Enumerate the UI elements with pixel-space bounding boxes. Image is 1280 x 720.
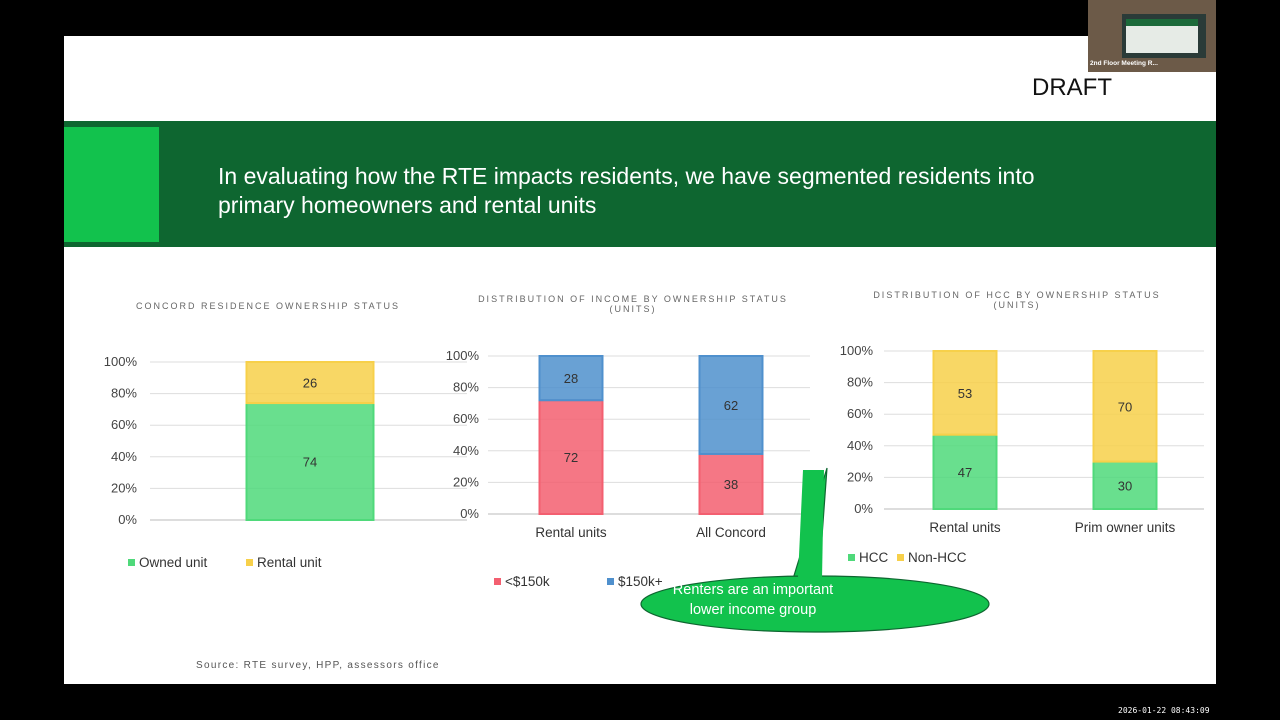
callout-text: Renters are an important lower income gr… [618,580,888,620]
chart-1-legend-swatch [246,559,253,566]
callout-line2: lower income group [689,602,817,618]
chart-1-y-tick: 60% [111,417,137,432]
chart-2-y-tick: 100% [446,348,480,363]
chart-1-legend-label: Owned unit [139,555,208,570]
chart-3-legend-swatch [848,554,855,561]
chart-3-y-tick: 60% [847,406,873,421]
chart-3-y-tick: 40% [847,438,873,453]
chart-2-y-tick: 80% [453,380,479,395]
room-label: 2nd Floor Meeting R... [1090,60,1158,67]
chart-1-y-tick: 0% [118,512,137,527]
chart-2-category-label: All Concord [696,525,766,540]
recording-timestamp: 2026-01-22 08:43:09 [1118,706,1210,715]
chart-2-legend-swatch [494,578,501,585]
chart-1-y-tick: 20% [111,480,137,495]
chart-3-y-tick: 0% [854,501,873,516]
chart-2-legend-label: $150k+ [618,574,663,589]
chart-3-category-label: Prim owner units [1075,520,1176,535]
chart-3-y-tick: 80% [847,375,873,390]
chart-2-y-tick: 60% [453,411,479,426]
chart-2-legend-swatch [607,578,614,585]
chart-3-legend-label: HCC [859,550,888,565]
chart-2-y-tick: 40% [453,443,479,458]
title-banner [64,121,1216,247]
draft-label: DRAFT [1032,74,1112,101]
chart-2-data-label: 38 [724,477,738,492]
chart-1-data-label: 26 [303,376,317,391]
chart-3-data-label: 30 [1118,478,1132,493]
chart-3-data-label: 70 [1118,399,1132,414]
chart-1-y-tick: 100% [104,354,138,369]
chart-1-data-label: 74 [303,455,317,470]
chart-3-bar-segment [1092,350,1158,463]
chart-2-data-label: 62 [724,398,738,413]
chart-2-bar-segment [698,355,764,455]
chart-1-y-tick: 40% [111,449,137,464]
chart-3-bar-segment [932,350,998,436]
chart-3-title: DISTRIBUTION OF HCC BY OWNERSHIP STATUS [873,290,1160,300]
chart-2-title-line2: (UNITS) [610,304,657,314]
chart-1-bar-segment [245,402,375,521]
chart-2-y-tick: 20% [453,474,479,489]
callout-bubble [640,467,990,633]
meeting-video-thumbnail[interactable]: 2nd Floor Meeting R... [1088,0,1216,72]
chart-3-bar-segment [1092,460,1158,511]
chart-2-title: DISTRIBUTION OF INCOME BY OWNERSHIP STAT… [478,294,788,304]
slide-title-line2: primary homeowners and rental units [218,192,597,218]
room-screen-banner [1126,19,1198,26]
chart-1-legend-label: Rental unit [257,555,322,570]
chart-3-legend-swatch [897,554,904,561]
chart-2-bar-segment [538,355,604,402]
source-note: Source: RTE survey, HPP, assessors offic… [196,660,440,671]
chart-1-title: CONCORD RESIDENCE OWNERSHIP STATUS [136,301,400,311]
slide-title: In evaluating how the RTE impacts reside… [218,162,1178,220]
slide: DRAFT In evaluating how the RTE impacts … [64,36,1216,684]
chart-3-legend-label: Non-HCC [908,550,967,565]
chart-3-title-line2: (UNITS) [994,300,1041,310]
chart-2-data-label: 28 [564,371,578,386]
chart-3-category-label: Rental units [929,520,1001,535]
chart-3-data-label: 53 [958,386,972,401]
chart-1-y-tick: 80% [111,386,137,401]
chart-3-y-tick: 100% [840,343,874,358]
chart-3-data-label: 47 [958,465,972,480]
callout-line1: Renters are an important [672,582,834,598]
slide-title-line1: In evaluating how the RTE impacts reside… [218,163,1035,189]
chart-2-bar-segment [698,452,764,515]
chart-2-data-label: 72 [564,450,578,465]
chart-3-y-tick: 20% [847,469,873,484]
chart-2-y-tick: 0% [460,506,479,521]
chart-2-legend-label: <$150k [505,574,550,589]
chart-2-category-label: Rental units [535,525,607,540]
chart-1-bar-segment [245,361,375,405]
banner-accent [64,127,159,242]
chart-1-legend-swatch [128,559,135,566]
